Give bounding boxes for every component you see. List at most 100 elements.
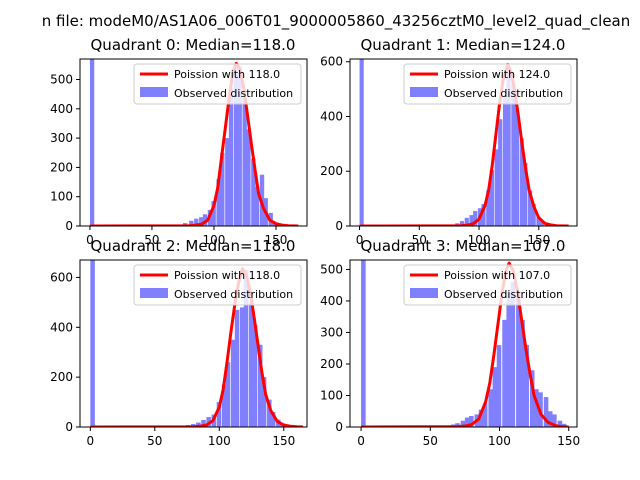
y-tick-label: 100 [320,388,343,402]
x-tick-label: 150 [272,434,295,448]
y-tick-label: 400 [50,102,73,116]
histogram-bar [243,269,249,427]
legend-histogram-label: Observed distribution [174,288,293,301]
y-tick-label: 400 [320,294,343,308]
histogram-bar [489,169,494,226]
x-tick-label: 0 [356,233,364,247]
plot-area: 0 50 100 150 0 200 400 600 Poission with 118.0 Ob… [50,259,308,448]
x-tick-label: 100 [488,434,511,448]
histogram-bar [547,411,553,427]
histogram-bar [488,389,493,427]
histogram-bar [361,260,366,427]
figure-suptitle: n file: modeM0/AS1A06_006T01_9000005860_… [42,12,631,31]
histogram-bar [529,370,535,427]
y-tick-label: 600 [50,270,73,284]
x-tick-label: 150 [557,434,580,448]
histogram-bar [239,307,245,427]
legend-poisson-label: Poission with 118.0 [174,269,280,282]
y-tick-label: 200 [320,357,343,371]
histogram-bar [469,215,474,226]
histogram-bar [267,399,272,427]
y-tick-label: 200 [50,370,73,384]
histogram-bar [225,362,231,427]
histogram-bar [196,422,201,427]
histogram-bar [511,83,516,226]
y-tick-label: 200 [320,164,343,178]
x-tick-label: 50 [412,233,427,247]
histogram-bar [460,420,466,427]
histogram-bar [270,412,276,427]
x-tick-label: 100 [468,233,491,247]
histogram-bar [216,179,221,226]
plot-area: 0 50 100 150 0 100 200 300 400 500 Poission with 1… [50,58,308,247]
histogram-bar [520,319,525,427]
histogram-bar [201,420,206,427]
legend-box [403,63,572,105]
x-tick-label: 0 [86,233,94,247]
axes-frame [79,259,308,428]
subplot-quadrant-1: Quadrant 1: Median=124.0 0 50 100 150 0 200 40… [320,36,578,247]
histogram-bar [248,302,254,427]
axes-frame [349,259,578,428]
histogram-bar [233,67,239,226]
x-tick-label: 0 [86,434,94,448]
histogram-bar [89,59,95,226]
subplot-title: Quadrant 2: Median=118.0 [91,237,296,255]
histogram-bar [257,344,263,427]
legend-poisson-label: Poission with 107.0 [444,269,550,282]
plot-area: 0 50 100 150 0 200 400 600 Poission with 124.0 Ob… [320,55,578,247]
histogram-bar [459,221,465,226]
histogram-bar [90,260,95,427]
y-tick-label: 0 [335,420,343,434]
histogram-bar [202,214,208,226]
histogram-bar [486,190,491,226]
legend-box [133,63,302,105]
legend: Poission with 118.0 Observed distribution [133,264,302,306]
y-tick-label: 0 [335,219,343,233]
histogram-bar [502,97,508,226]
histogram-bar [237,66,242,226]
y-tick-label: 600 [320,55,343,69]
legend-histogram-swatch [410,87,438,97]
x-tick-label: 150 [527,233,550,247]
histogram-bar [523,163,528,226]
histogram-bar [478,409,484,427]
histogram-bar [464,417,470,427]
histogram-bar [230,339,236,427]
legend-histogram-swatch [140,87,168,97]
subplot-title: Quadrant 0: Median=118.0 [91,36,296,54]
histogram-bar [469,415,474,427]
subplot-quadrant-2: Quadrant 2: Median=118.0 0 50 100 150 0 200 40… [50,237,308,448]
histogram-bar [498,119,503,226]
histogram-bar [211,201,216,226]
x-tick-label: 100 [203,233,226,247]
histogram-bar [492,367,498,427]
histogram-bar [194,218,199,226]
histogram-bar [359,59,364,226]
histogram-bar [246,129,251,226]
histogram-bar [473,210,478,226]
histogram-bar [464,217,469,226]
legend-histogram-label: Observed distribution [444,87,563,100]
histogram-bar [242,97,247,226]
histogram-bar [539,221,545,226]
subplot-quadrant-0: Quadrant 0: Median=118.0 0 50 100 150 0 100 20… [50,36,308,247]
histogram-bar [534,389,539,427]
legend-poisson-label: Poission with 118.0 [174,68,280,81]
axes-frame [79,58,308,227]
legend-histogram-label: Observed distribution [444,288,563,301]
histogram-bar [543,397,549,427]
histogram-bar [220,152,225,226]
x-tick-label: 150 [265,233,288,247]
x-tick-label: 100 [208,434,231,448]
histogram-bar [514,108,520,226]
y-tick-label: 0 [65,420,73,434]
subplot-title: Quadrant 3: Median=107.0 [361,237,566,255]
histogram-bar [502,319,507,427]
histogram-bar [189,220,194,226]
histogram-bar [225,138,230,226]
histogram-bar [251,158,256,226]
legend-histogram-swatch [410,288,438,298]
y-tick-label: 500 [50,73,73,87]
